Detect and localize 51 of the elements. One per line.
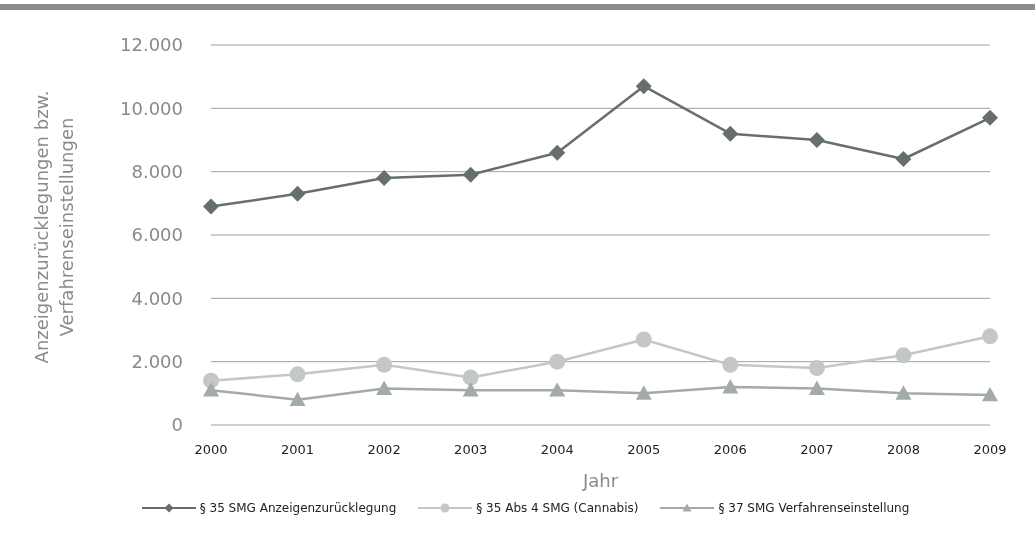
legend-label: § 35 SMG Anzeigenzurücklegung	[199, 501, 397, 515]
point	[895, 385, 912, 400]
x-axis-title: Jahr	[581, 470, 619, 491]
point	[722, 379, 739, 394]
x-tick-label: 2009	[973, 442, 1007, 458]
x-tick-label: 2002	[367, 442, 401, 458]
point	[982, 386, 998, 402]
point	[635, 78, 652, 95]
point	[549, 144, 566, 161]
point	[808, 360, 825, 376]
legend-label: § 37 SMG Verfahrenseinstellung	[718, 501, 910, 515]
y-tick-label: 0	[171, 414, 183, 436]
point	[635, 385, 652, 400]
y-axis-title: Anzeigenzurücklegungen bzw. Verfahrenseinstellungen	[31, 90, 77, 364]
point	[808, 132, 825, 148]
point	[982, 328, 998, 345]
point	[203, 382, 219, 397]
point	[289, 366, 306, 383]
x-tick-label: 2001	[281, 442, 315, 458]
y-tick-label: 10.000	[120, 97, 183, 119]
point	[808, 380, 825, 395]
point	[982, 109, 998, 126]
x-tick-label: 2008	[886, 442, 920, 458]
point	[376, 380, 393, 395]
x-tick-label: 2004	[540, 442, 574, 458]
point	[895, 151, 912, 167]
legend-label: § 35 Abs 4 SMG (Cannabis)	[476, 501, 639, 515]
x-tick-label: 2006	[713, 442, 747, 458]
point	[895, 347, 912, 364]
point	[549, 353, 566, 370]
x-tick-label: 2003	[454, 442, 488, 458]
y-tick-label: 2.000	[131, 351, 183, 373]
point	[376, 356, 393, 373]
point	[722, 356, 739, 373]
x-tick-label: 2000	[194, 442, 228, 458]
point	[203, 198, 219, 215]
point	[289, 391, 306, 407]
y-tick-label: 12.000	[120, 34, 183, 56]
point	[462, 166, 479, 183]
y-tick-label: 6.000	[131, 224, 183, 246]
point	[635, 331, 652, 348]
point	[722, 125, 739, 142]
y-tick-label: 8.000	[131, 161, 183, 183]
point	[549, 382, 566, 397]
y-tick-label: 4.000	[131, 287, 183, 309]
x-tick-label: 2005	[627, 442, 661, 458]
point	[289, 185, 306, 202]
point	[462, 369, 479, 386]
x-tick-label: 2007	[800, 442, 834, 458]
point	[376, 170, 393, 186]
point	[462, 382, 479, 397]
